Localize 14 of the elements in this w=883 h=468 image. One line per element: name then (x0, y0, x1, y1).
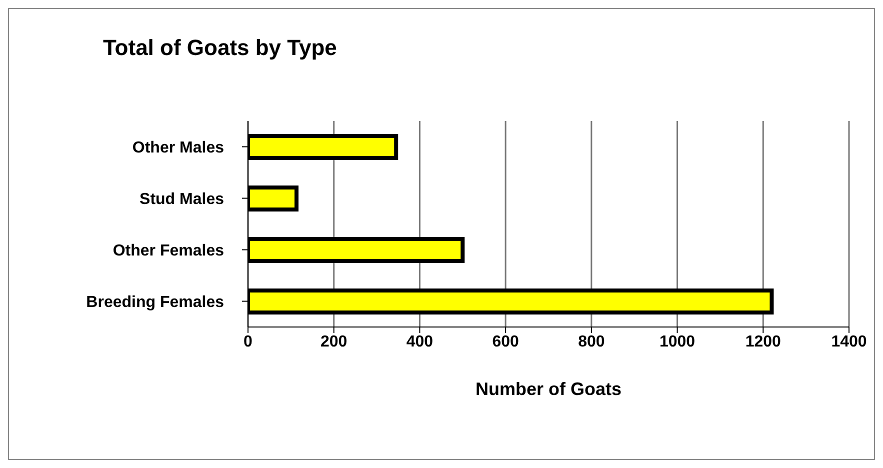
y-tick-label: Breeding Females (86, 294, 224, 311)
x-tick-label: 200 (320, 333, 348, 350)
x-tick-label: 600 (492, 333, 520, 350)
y-tick-label: Stud Males (140, 190, 224, 208)
x-tick-label: 1200 (745, 333, 782, 350)
y-tick-label: Other Females (112, 242, 224, 260)
y-tick-label: Other Males (132, 139, 224, 156)
x-tick-label: 0 (244, 333, 253, 350)
chart-title: Total of Goats by Type (103, 35, 337, 61)
x-tick-label: 1000 (659, 333, 696, 350)
x-tick-label: 1400 (831, 333, 867, 350)
x-axis-title: Number of Goats (475, 379, 622, 399)
x-tick-label: 400 (406, 333, 434, 350)
x-tick-label: 800 (578, 333, 605, 350)
